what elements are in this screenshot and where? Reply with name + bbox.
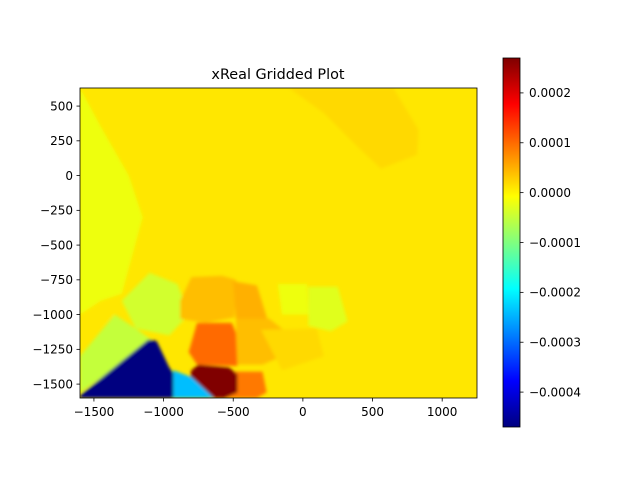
heatmap-region-orange-patch-mid (188, 322, 238, 366)
chart-title: xReal Gridded Plot (211, 67, 344, 83)
colorbar-tick-label: 0.0001 (529, 136, 571, 150)
x-tick-label: −500 (217, 405, 250, 419)
colorbar-ticks: 0.0002 0.0001 0.0000 −0.0001 −0.0002 −0.0003 −… (520, 86, 581, 399)
x-axis: −1500 −1000 −500 0 500 1000 (74, 398, 458, 419)
x-tick-label: −1500 (74, 405, 115, 419)
plot-frame (79, 87, 478, 399)
x-tick-label: 0 (299, 405, 307, 419)
colorbar-tick-label: 0.0002 (529, 86, 571, 100)
heatmap-area (80, 88, 477, 398)
y-tick-label: −750 (40, 273, 73, 287)
colorbar-tick-label: −0.0004 (529, 385, 581, 399)
heatmap-region-left-green-band (80, 88, 143, 315)
x-tick-label: 1000 (427, 405, 458, 419)
y-tick-label: −1500 (32, 377, 73, 391)
heatmap-region-green-patch-a (121, 272, 189, 336)
colorbar-tick-label: −0.0001 (529, 236, 581, 250)
y-tick-label: −250 (40, 204, 73, 218)
heatmap-region-yellow-patch-lower (261, 328, 324, 371)
colorbar-gradient (502, 57, 521, 428)
y-tick-label: 0 (65, 169, 73, 183)
heatmap-region-deep-blue-triangle (80, 339, 174, 398)
y-tick-label: −1250 (32, 343, 73, 357)
heatmap-region-lower-left-yellow (80, 300, 115, 343)
heatmap-regions (80, 88, 419, 398)
y-tick-label: −1000 (32, 308, 73, 322)
y-axis: 500 250 0 −250 −500 −750 −1000 −1250 −1500 (32, 99, 80, 391)
heatmap-region-gold-patch-a (180, 275, 236, 323)
heatmap-region-gold-patch-b (233, 281, 269, 322)
heatmap-region-green-patch-d (277, 284, 309, 315)
colorbar-tick-label: −0.0002 (529, 286, 581, 300)
heatmap-region-upper-right-plateau (288, 88, 419, 169)
y-tick-label: 500 (50, 99, 73, 113)
heatmap-region-cyan-patch (173, 370, 214, 398)
y-tick-label: 250 (50, 134, 73, 148)
colorbar-tick-label: −0.0003 (529, 336, 581, 350)
colorbar-tick-label: 0.0000 (529, 186, 571, 200)
x-tick-label: −1000 (143, 405, 184, 419)
heatmap-region-green-patch-b (80, 314, 151, 393)
y-tick-label: −500 (40, 238, 73, 252)
colorbar: 0.0002 0.0001 0.0000 −0.0001 −0.0002 −0.0003 −… (502, 57, 581, 428)
x-tick-label: 500 (361, 405, 384, 419)
heatmap-region-green-patch-c (308, 286, 348, 332)
